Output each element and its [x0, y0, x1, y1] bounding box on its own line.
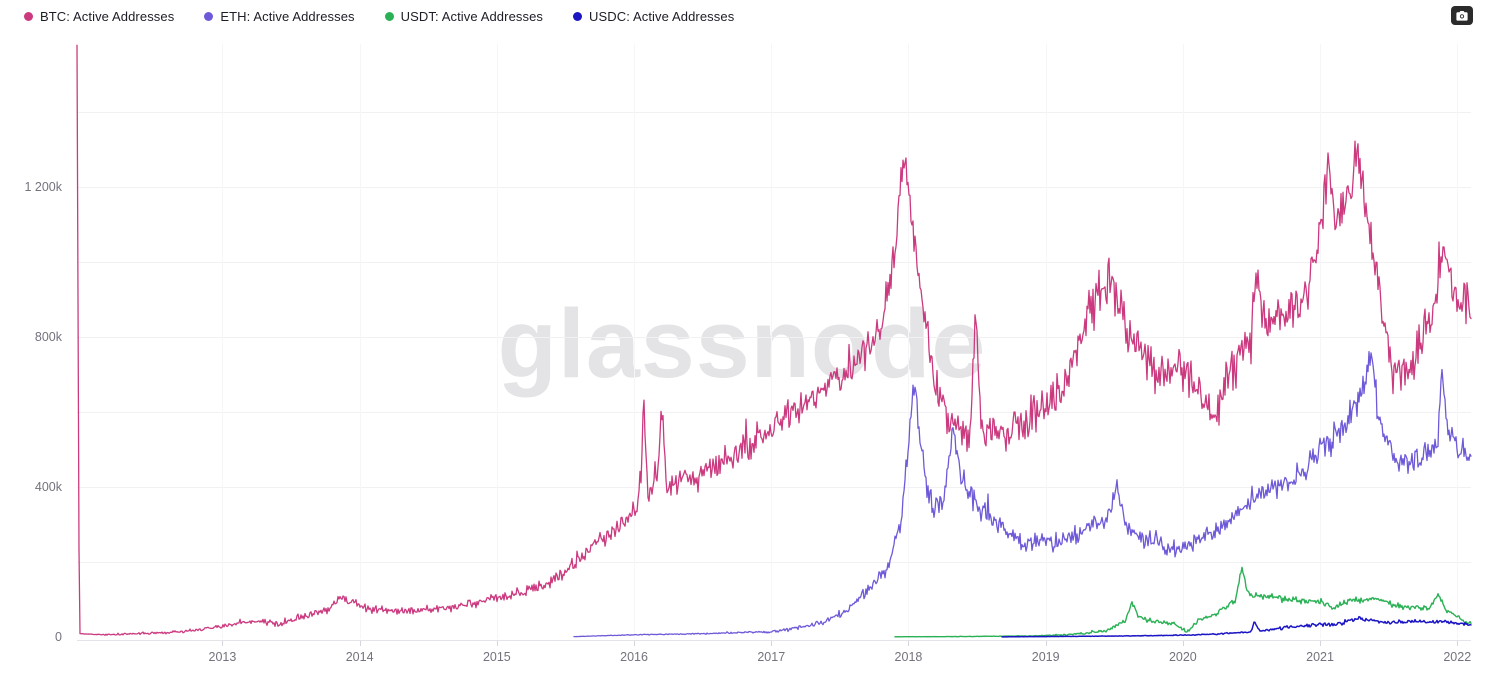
x-axis-tick-label: 2014: [345, 650, 374, 664]
y-axis-tick-label: 0: [55, 630, 62, 644]
legend-item-btc[interactable]: BTC: Active Addresses: [24, 9, 174, 24]
legend-item-usdc[interactable]: USDC: Active Addresses: [573, 9, 734, 24]
legend-label-eth: ETH: Active Addresses: [220, 9, 355, 24]
x-axis-tick-label: 2018: [894, 650, 923, 664]
legend-item-eth[interactable]: ETH: Active Addresses: [204, 9, 355, 24]
chart-legend: BTC: Active Addresses ETH: Active Addres…: [24, 9, 734, 24]
screenshot-camera-button[interactable]: [1451, 6, 1473, 25]
legend-item-usdt[interactable]: USDT: Active Addresses: [384, 9, 544, 24]
usdc-legend-dot-icon: [573, 12, 583, 21]
x-axis-tick-label: 2021: [1306, 650, 1334, 664]
legend-label-usdt: USDT: Active Addresses: [400, 9, 544, 24]
legend-label-btc: BTC: Active Addresses: [40, 9, 175, 24]
x-axis-tick-label: 2019: [1031, 650, 1060, 664]
x-axis-tick-label: 2022: [1443, 650, 1472, 664]
usdt-legend-dot-icon: [384, 12, 394, 21]
x-axis-tick-label: 2013: [208, 650, 237, 664]
eth-legend-dot-icon: [204, 12, 214, 21]
btc-legend-dot-icon: [24, 12, 33, 21]
x-axis-tick-label: 2020: [1168, 650, 1197, 664]
y-axis-tick-label: 1 200k: [24, 180, 62, 194]
y-axis-tick-label: 800k: [34, 330, 62, 344]
legend-label-usdc: USDC: Active Addresses: [589, 9, 735, 24]
y-axis-tick-label: 400k: [34, 480, 62, 494]
x-axis-tick-label: 2017: [757, 650, 786, 664]
camera-icon: [1456, 10, 1468, 21]
x-axis-tick-label: 2016: [620, 650, 648, 664]
x-axis-tick-label: 2015: [482, 650, 511, 664]
